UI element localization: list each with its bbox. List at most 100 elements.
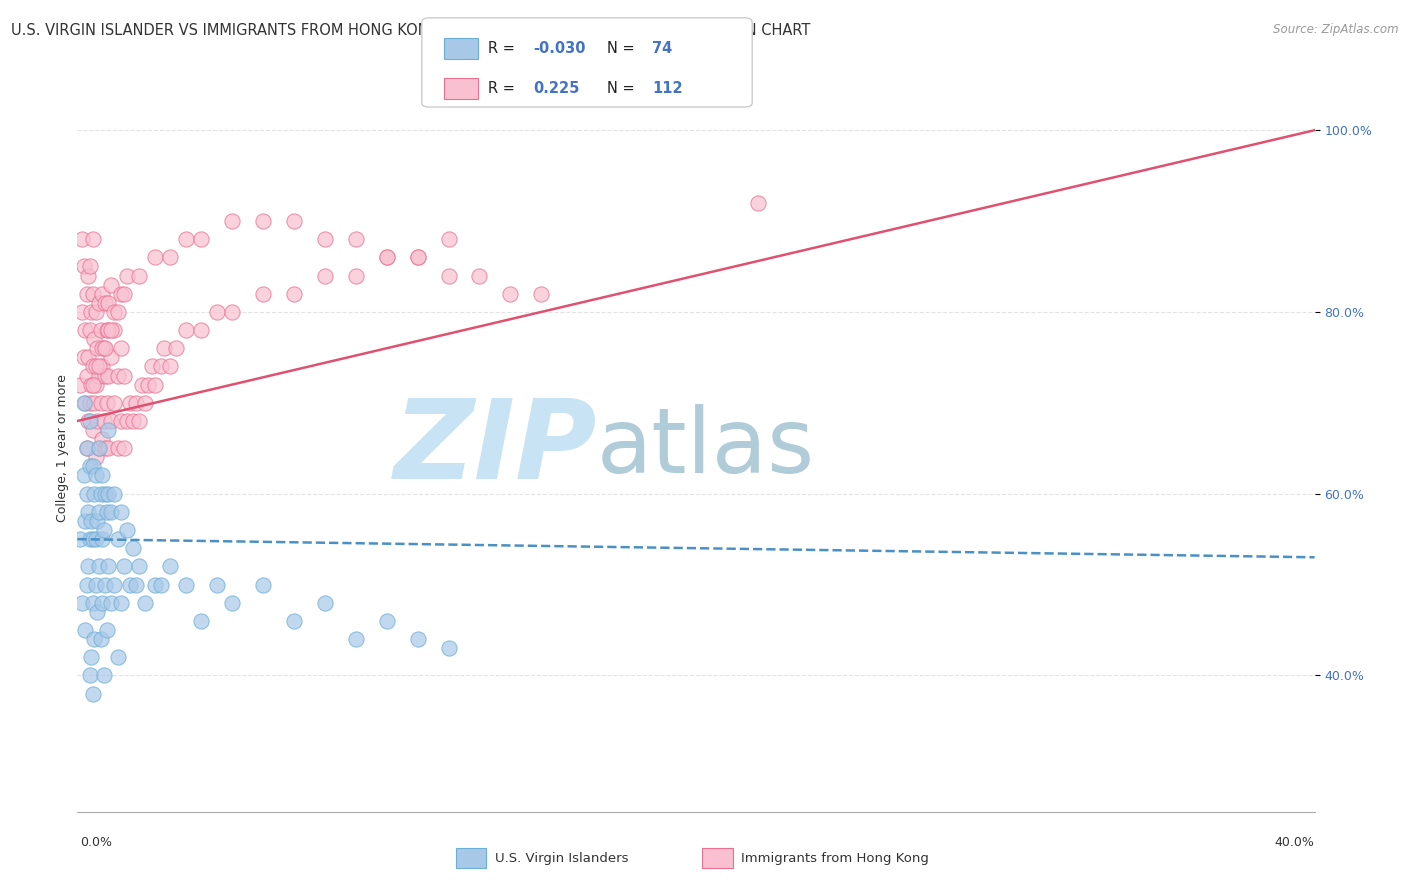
- Point: [97, 486, 120, 500]
- Point: [190, 323, 212, 337]
- Point: [77, 351, 100, 365]
- Point: [94, 368, 117, 383]
- Point: [110, 596, 132, 610]
- Point: [159, 359, 181, 374]
- Text: Immigrants from Hong Kong: Immigrants from Hong Kong: [741, 852, 929, 864]
- Point: [77, 268, 100, 283]
- Point: [283, 214, 305, 228]
- Point: [468, 268, 491, 283]
- Point: [100, 323, 122, 337]
- Point: [107, 368, 129, 383]
- Text: 40.0%: 40.0%: [1275, 836, 1315, 848]
- Point: [149, 577, 172, 591]
- Point: [84, 532, 107, 546]
- Point: [70, 305, 93, 319]
- Point: [86, 605, 108, 619]
- Point: [97, 423, 120, 437]
- Point: [103, 305, 125, 319]
- Text: U.S. VIRGIN ISLANDER VS IMMIGRANTS FROM HONG KONG COLLEGE, 1 YEAR OR MORE CORREL: U.S. VIRGIN ISLANDER VS IMMIGRANTS FROM …: [11, 23, 811, 38]
- Point: [747, 195, 769, 210]
- Point: [122, 541, 145, 556]
- Point: [118, 396, 141, 410]
- Point: [122, 414, 145, 428]
- Point: [87, 295, 110, 310]
- Point: [107, 441, 129, 455]
- Point: [82, 687, 104, 701]
- Point: [80, 650, 103, 665]
- Point: [174, 232, 197, 246]
- Point: [103, 486, 125, 500]
- Point: [91, 359, 114, 374]
- Point: [93, 523, 115, 537]
- Point: [72, 396, 94, 410]
- Point: [252, 577, 274, 591]
- Point: [112, 368, 135, 383]
- Text: N =: N =: [607, 81, 640, 96]
- Point: [110, 341, 132, 355]
- Point: [174, 323, 197, 337]
- Point: [84, 450, 107, 465]
- Point: [79, 414, 101, 428]
- Point: [83, 486, 105, 500]
- Point: [80, 514, 103, 528]
- Point: [96, 323, 118, 337]
- Point: [314, 268, 336, 283]
- Point: [159, 559, 181, 574]
- Point: [72, 260, 94, 274]
- Point: [100, 505, 122, 519]
- Point: [134, 596, 156, 610]
- Point: [79, 396, 101, 410]
- Text: 112: 112: [652, 81, 683, 96]
- Point: [77, 559, 100, 574]
- Point: [82, 359, 104, 374]
- Point: [530, 286, 553, 301]
- Point: [76, 441, 98, 455]
- Point: [190, 614, 212, 628]
- Text: N =: N =: [607, 41, 640, 56]
- Point: [80, 377, 103, 392]
- Point: [107, 532, 129, 546]
- Point: [110, 286, 132, 301]
- Point: [87, 441, 110, 455]
- Text: ZIP: ZIP: [394, 395, 598, 501]
- Point: [205, 305, 228, 319]
- Point: [87, 559, 110, 574]
- Point: [91, 341, 114, 355]
- Point: [115, 268, 138, 283]
- Point: [190, 232, 212, 246]
- Point: [437, 232, 460, 246]
- Point: [82, 377, 104, 392]
- Point: [87, 359, 110, 374]
- Point: [79, 260, 101, 274]
- Point: [93, 341, 115, 355]
- Point: [94, 486, 117, 500]
- Point: [86, 514, 108, 528]
- Point: [77, 414, 100, 428]
- Point: [153, 341, 176, 355]
- Point: [69, 377, 91, 392]
- Point: [115, 523, 138, 537]
- Point: [252, 286, 274, 301]
- Point: [314, 596, 336, 610]
- Point: [103, 323, 125, 337]
- Point: [115, 414, 138, 428]
- Point: [90, 486, 111, 500]
- Point: [79, 532, 101, 546]
- Point: [283, 286, 305, 301]
- Point: [80, 305, 103, 319]
- Point: [112, 286, 135, 301]
- Point: [72, 468, 94, 483]
- Point: [128, 268, 150, 283]
- Text: atlas: atlas: [598, 404, 815, 492]
- Point: [205, 577, 228, 591]
- Point: [87, 441, 110, 455]
- Point: [84, 577, 107, 591]
- Text: R =: R =: [488, 41, 519, 56]
- Point: [82, 532, 104, 546]
- Point: [86, 341, 108, 355]
- Point: [83, 332, 105, 346]
- Point: [86, 414, 108, 428]
- Point: [174, 577, 197, 591]
- Point: [103, 577, 125, 591]
- Point: [221, 214, 243, 228]
